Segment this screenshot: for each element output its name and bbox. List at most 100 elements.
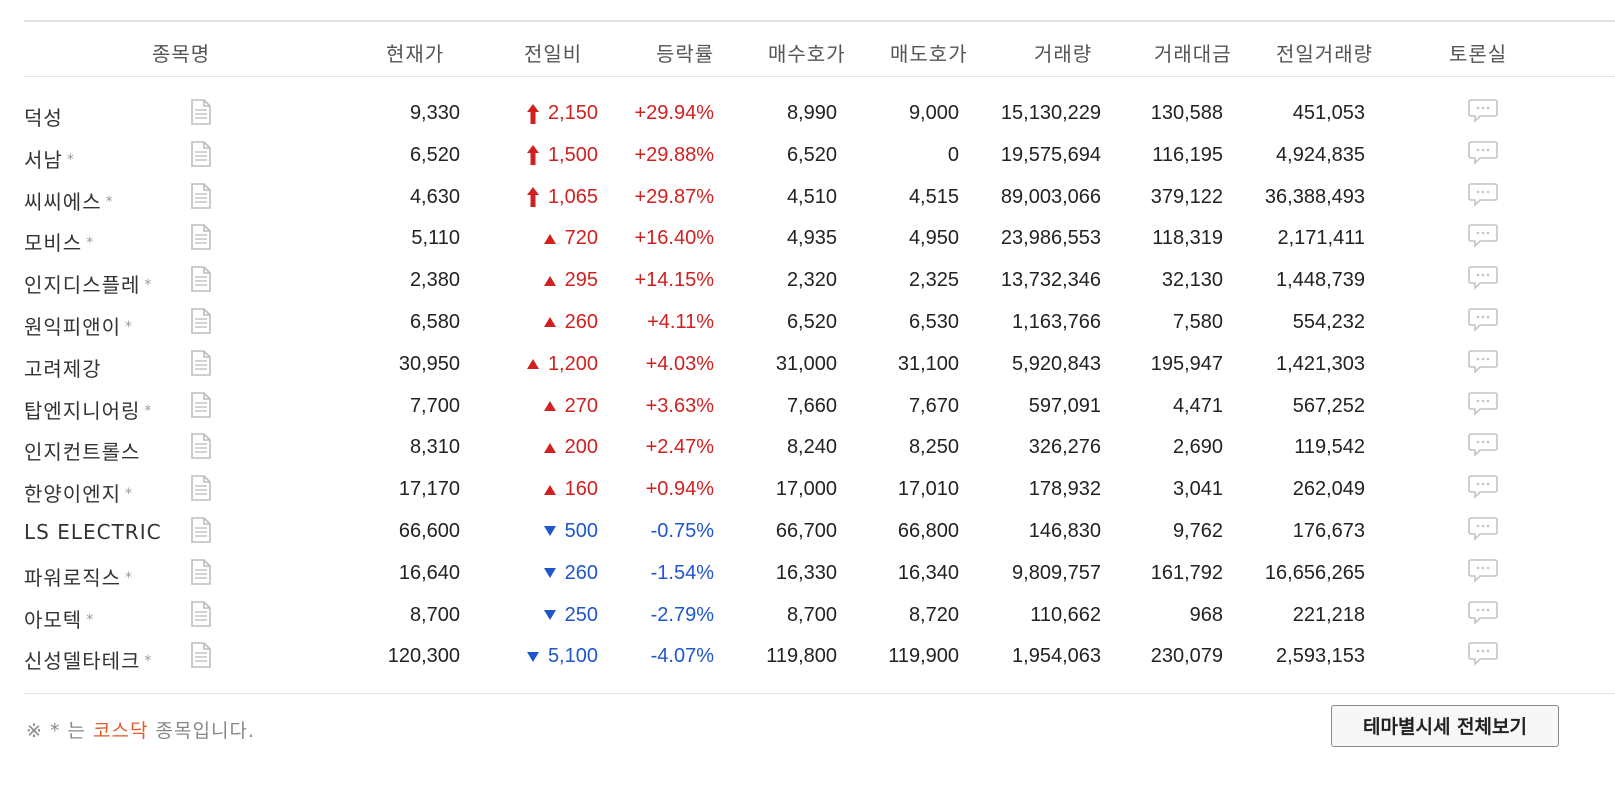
document-icon[interactable] <box>190 600 212 627</box>
prev-volume: 176,673 <box>1292 519 1365 542</box>
chat-bubble-icon[interactable] <box>1468 223 1498 249</box>
table-row: 모비스 * 5,110 720 +16.40% 4,935 4,950 23,986,553 1… <box>24 220 1615 262</box>
note-prefix: ※ * 는 <box>26 720 94 742</box>
document-icon[interactable] <box>190 140 212 167</box>
trade-amount: 3,041 <box>1172 478 1223 501</box>
stock-name-link[interactable]: 모비스 * <box>24 227 94 256</box>
table-row: 덕성 9,330 2,150 +29.94% 8,990 9,000 15,130,229 1… <box>24 95 1615 137</box>
document-icon[interactable] <box>190 99 212 125</box>
volume: 146,830 <box>1028 519 1101 542</box>
change-rate: -1.54% <box>650 561 714 584</box>
kosdaq-marker: * <box>125 318 133 335</box>
chat-bubble-icon[interactable] <box>1468 600 1498 626</box>
table-row: 씨씨에스 * 4,630 1,065 +29.87% 4,510 4,515 89,003,0… <box>24 179 1615 221</box>
chat-bubble-icon[interactable] <box>1468 349 1498 375</box>
stock-name-link[interactable]: 한양이엔지 * <box>24 478 133 507</box>
stock-name-link[interactable]: 아모텍 * <box>24 604 94 633</box>
prev-volume: 451,053 <box>1292 102 1365 124</box>
theme-view-all-button[interactable]: 테마별시세 전체보기 <box>1331 705 1559 747</box>
chat-bubble-icon[interactable] <box>1468 516 1498 542</box>
kosdaq-marker: * <box>125 569 133 586</box>
prev-volume: 1,448,739 <box>1276 269 1365 292</box>
price: 30,950 <box>398 352 460 375</box>
ask-price: 66,800 <box>897 519 959 542</box>
bid-price: 66,700 <box>775 519 837 542</box>
stock-name-link[interactable]: 탑엔지니어링 * <box>24 395 152 424</box>
document-icon[interactable] <box>190 517 212 543</box>
trade-amount: 118,319 <box>1152 227 1223 250</box>
document-icon[interactable] <box>190 308 212 334</box>
prev-volume: 119,542 <box>1294 436 1365 459</box>
stock-name: 모비스 <box>24 231 83 256</box>
stock-name-link[interactable]: 인지컨트롤스 <box>24 436 140 465</box>
chat-bubble-icon[interactable] <box>1468 558 1498 584</box>
chat-bubble-icon[interactable] <box>1468 432 1498 458</box>
change-value: 260 <box>564 561 598 584</box>
change-rate: +4.03% <box>645 352 714 375</box>
document-icon[interactable] <box>190 433 212 460</box>
ask-price: 2,325 <box>908 269 959 292</box>
chat-bubble-icon[interactable] <box>1468 474 1498 500</box>
change-value: 260 <box>564 310 598 333</box>
chat-bubble-icon[interactable] <box>1468 391 1498 417</box>
document-icon[interactable] <box>190 642 212 669</box>
trade-amount: 161,792 <box>1150 561 1223 584</box>
price: 8,700 <box>409 603 460 626</box>
change-rate: +29.94% <box>634 102 714 124</box>
table-body: 덕성 9,330 2,150 +29.94% 8,990 9,000 15,130,229 1… <box>24 95 1615 680</box>
stock-name: 씨씨에스 <box>24 189 102 214</box>
document-icon[interactable] <box>190 182 212 209</box>
stock-name-link[interactable]: 서남 * <box>24 144 75 173</box>
volume: 23,986,553 <box>1000 227 1101 250</box>
bid-price: 8,990 <box>786 102 837 124</box>
chat-bubble-icon[interactable] <box>1468 307 1498 333</box>
document-icon[interactable] <box>190 391 212 418</box>
chat-bubble-icon[interactable] <box>1468 98 1498 124</box>
change-cell: 720 <box>543 227 598 250</box>
up-triangle-icon <box>543 484 557 496</box>
stock-name-link[interactable]: 파워로직스 * <box>24 562 133 591</box>
stock-name-link[interactable]: 덕성 <box>24 102 63 131</box>
note-kosdaq: 코스닥 <box>93 720 149 742</box>
document-icon[interactable] <box>190 224 212 251</box>
price: 9,330 <box>409 102 460 124</box>
stock-name-link[interactable]: 원익피앤이 * <box>24 311 133 340</box>
change-cell: 260 <box>543 311 598 334</box>
stock-name: LS ELECTRIC <box>24 519 162 544</box>
document-icon[interactable] <box>190 558 212 585</box>
col-header-price: 현재가 <box>386 42 445 66</box>
stock-name-link[interactable]: 인지디스플레 * <box>24 269 152 298</box>
chat-bubble-icon[interactable] <box>1468 182 1498 208</box>
down-triangle-icon <box>543 609 557 621</box>
stock-name: 한양이엔지 <box>24 482 121 507</box>
chat-bubble-icon[interactable] <box>1468 641 1498 667</box>
document-icon[interactable] <box>190 349 212 376</box>
chat-bubble-icon[interactable] <box>1468 140 1498 166</box>
price: 8,310 <box>409 436 460 459</box>
document-icon[interactable] <box>190 475 212 501</box>
trade-amount: 2,690 <box>1172 436 1223 459</box>
change-rate: +14.15% <box>634 269 714 292</box>
volume: 597,091 <box>1028 394 1101 417</box>
document-icon[interactable] <box>190 266 212 292</box>
col-header-volume: 거래량 <box>1034 42 1093 66</box>
price: 6,520 <box>409 143 460 166</box>
stock-name-link[interactable]: 씨씨에스 * <box>24 186 114 215</box>
ask-price: 9,000 <box>908 102 959 124</box>
col-header-amount: 거래대금 <box>1154 42 1232 66</box>
chat-bubble-icon[interactable] <box>1468 265 1498 291</box>
bid-price: 4,935 <box>786 227 837 250</box>
prev-volume: 2,171,411 <box>1277 227 1366 250</box>
stock-name-link[interactable]: 고려제강 <box>24 353 102 382</box>
change-cell: 250 <box>543 604 598 627</box>
kosdaq-marker: * <box>105 193 114 210</box>
stock-name-link[interactable]: 신성델타테크 * <box>24 645 152 674</box>
table-row: 파워로직스 * 16,640 260 -1.54% 16,330 16,340 9,809,7… <box>24 555 1615 597</box>
change-rate: +0.94% <box>645 478 714 501</box>
bid-price: 2,320 <box>786 269 837 292</box>
stock-name-link[interactable]: LS ELECTRIC <box>24 520 162 544</box>
trade-amount: 32,130 <box>1161 269 1223 292</box>
stock-name: 인지디스플레 <box>24 273 141 298</box>
bid-price: 7,660 <box>786 394 837 417</box>
price: 16,640 <box>398 561 460 584</box>
